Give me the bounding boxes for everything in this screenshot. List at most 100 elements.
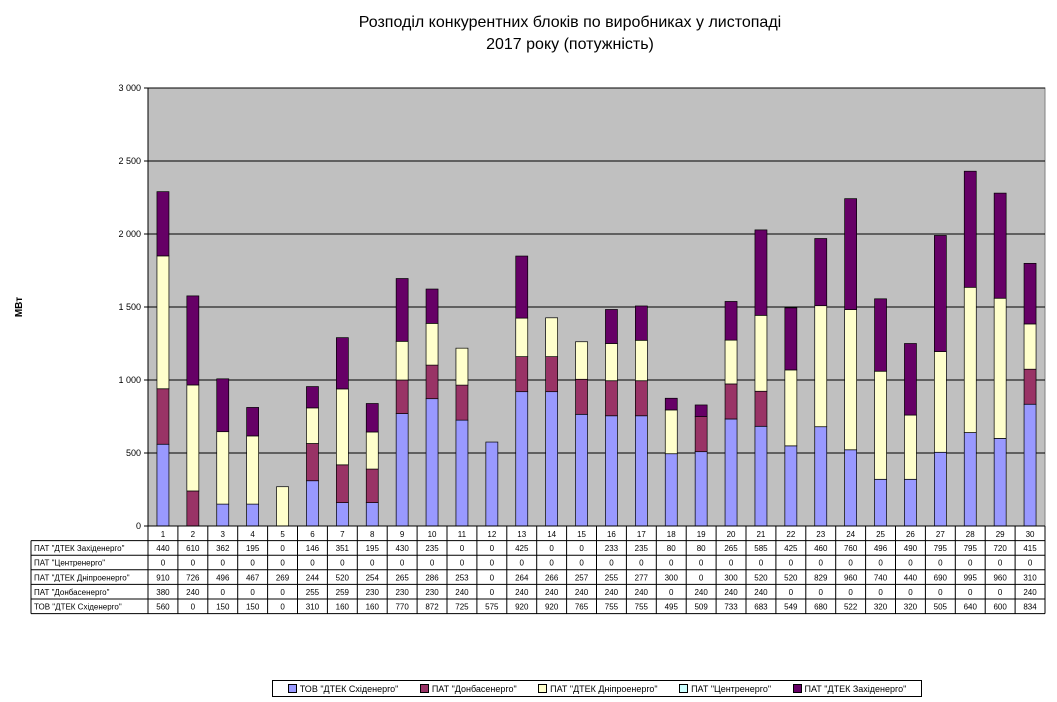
bar-segment-1 bbox=[724, 418, 738, 527]
x-tick-label: 16 bbox=[607, 530, 616, 539]
bar-segment-5 bbox=[784, 307, 798, 371]
table-cell: 496 bbox=[216, 573, 230, 582]
table-cell: 300 bbox=[724, 573, 738, 582]
bar-segment-1 bbox=[605, 415, 618, 527]
table-cell: 755 bbox=[635, 603, 649, 612]
table-cell: 0 bbox=[878, 588, 883, 597]
table-cell: 0 bbox=[280, 603, 285, 612]
table-cell: 415 bbox=[1023, 544, 1037, 553]
bar-segment-3 bbox=[844, 309, 858, 451]
table-cell: 496 bbox=[874, 544, 888, 553]
table-cell: 0 bbox=[848, 588, 853, 597]
table-cell: 0 bbox=[370, 559, 375, 568]
table-cell: 255 bbox=[306, 588, 320, 597]
x-tick-label: 23 bbox=[816, 530, 825, 539]
table-cell: 0 bbox=[460, 559, 465, 568]
x-tick-label: 22 bbox=[786, 530, 795, 539]
x-tick-label: 14 bbox=[547, 530, 556, 539]
table-cell: 269 bbox=[276, 573, 290, 582]
bar-segment-3 bbox=[515, 317, 529, 357]
bar-segment-3 bbox=[904, 414, 917, 480]
bar-segment-1 bbox=[874, 478, 887, 527]
x-tick-label: 30 bbox=[1026, 530, 1035, 539]
table-row-label: ПАТ "Донбасенерго" bbox=[34, 588, 110, 597]
bar-segment-1 bbox=[844, 449, 858, 527]
legend-swatch bbox=[287, 684, 297, 693]
x-tick-label: 12 bbox=[487, 530, 496, 539]
bar-segment-5 bbox=[336, 337, 349, 390]
table-cell: 240 bbox=[186, 588, 200, 597]
table-cell: 240 bbox=[575, 588, 589, 597]
bar-segment-1 bbox=[306, 480, 319, 527]
bar-segment-1 bbox=[545, 391, 559, 527]
table-cell: 520 bbox=[754, 573, 768, 582]
table-cell: 0 bbox=[789, 588, 794, 597]
legend-item: ПАТ "ДТЕК Західенерго" bbox=[792, 684, 906, 694]
bar-segment-5 bbox=[306, 386, 319, 409]
table-cell: 430 bbox=[395, 544, 409, 553]
x-tick-label: 15 bbox=[577, 530, 586, 539]
bar-segment-1 bbox=[634, 415, 648, 527]
table-cell: 720 bbox=[993, 544, 1007, 553]
table-cell: 733 bbox=[724, 603, 738, 612]
x-tick-label: 20 bbox=[727, 530, 736, 539]
table-cell: 240 bbox=[694, 588, 708, 597]
bar-segment-3 bbox=[664, 409, 678, 455]
table-cell: 310 bbox=[1023, 573, 1037, 582]
table-cell: 960 bbox=[844, 573, 858, 582]
bar-segment-5 bbox=[874, 298, 887, 372]
bar-segment-3 bbox=[784, 369, 798, 447]
table-cell: 680 bbox=[814, 603, 828, 612]
x-tick-label: 7 bbox=[340, 530, 345, 539]
table-cell: 240 bbox=[724, 588, 738, 597]
table-cell: 266 bbox=[545, 573, 559, 582]
table-cell: 640 bbox=[964, 603, 978, 612]
bar-segment-3 bbox=[545, 317, 559, 357]
bar-segment-1 bbox=[963, 432, 977, 527]
bar-segment-1 bbox=[485, 441, 499, 527]
bar-segment-2 bbox=[306, 443, 319, 482]
table-cell: 362 bbox=[216, 544, 230, 553]
table-cell: 0 bbox=[280, 544, 285, 553]
bar-segment-3 bbox=[575, 341, 588, 380]
table-cell: 351 bbox=[336, 544, 350, 553]
legend-item: ТОВ "ДТЕК Східенерго" bbox=[287, 684, 398, 694]
x-tick-label: 3 bbox=[221, 530, 226, 539]
bar-segment-5 bbox=[754, 229, 768, 316]
legend-swatch bbox=[419, 684, 429, 693]
bar-segment-5 bbox=[724, 301, 738, 341]
x-tick-label: 8 bbox=[370, 530, 375, 539]
x-tick-label: 2 bbox=[191, 530, 196, 539]
table-cell: 310 bbox=[306, 603, 320, 612]
bar-segment-5 bbox=[156, 191, 170, 257]
table-row-label: ПАТ "ДТЕК Західенерго" bbox=[34, 544, 125, 553]
bar-segment-1 bbox=[336, 502, 349, 527]
table-cell: 872 bbox=[425, 603, 439, 612]
bar-segment-2 bbox=[575, 378, 588, 415]
y-tick-label: 0 bbox=[136, 521, 141, 531]
bar-segment-1 bbox=[575, 413, 588, 527]
table-cell: 0 bbox=[579, 559, 584, 568]
table-cell: 610 bbox=[186, 544, 200, 553]
bar-segment-5 bbox=[814, 238, 828, 307]
bar-segment-2 bbox=[425, 364, 439, 400]
table-cell: 320 bbox=[904, 603, 918, 612]
x-tick-label: 28 bbox=[966, 530, 975, 539]
table-cell: 150 bbox=[246, 603, 260, 612]
x-tick-label: 11 bbox=[458, 530, 467, 539]
x-tick-label: 10 bbox=[428, 530, 437, 539]
legend-label: ПАТ "Донбасенерго" bbox=[431, 683, 517, 694]
bar-segment-3 bbox=[455, 347, 469, 386]
table-cell: 0 bbox=[280, 588, 285, 597]
bar-segment-2 bbox=[395, 379, 409, 414]
bar-segment-1 bbox=[395, 413, 409, 527]
y-tick-label: 1 000 bbox=[118, 375, 141, 385]
table-cell: 0 bbox=[669, 588, 674, 597]
table-cell: 195 bbox=[366, 544, 380, 553]
table-row-label: ПАТ "ДТЕК Дніпроенерго" bbox=[34, 573, 130, 582]
bar-segment-1 bbox=[664, 453, 678, 527]
bar-segment-3 bbox=[186, 384, 200, 492]
table-cell: 150 bbox=[216, 603, 230, 612]
table-cell: 240 bbox=[1023, 588, 1037, 597]
table-cell: 0 bbox=[968, 559, 973, 568]
